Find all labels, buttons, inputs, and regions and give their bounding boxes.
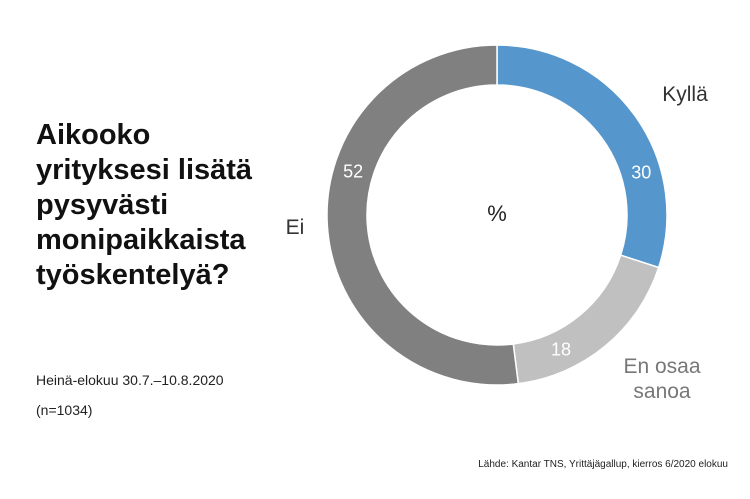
category-label: En osaa sanoa [623, 355, 701, 403]
value-label: 52 [343, 161, 363, 181]
value-label: 30 [631, 163, 651, 183]
note: (n=1034) [36, 402, 93, 418]
source: Lähde: Kantar TNS, Yrittäjägallup, kierr… [478, 459, 728, 470]
donut-slice [496, 44, 668, 269]
subtitle: Heinä-elokuu 30.7.–10.8.2020 [36, 372, 224, 388]
donut-slice [326, 44, 520, 386]
chart-title: Aikooko yrityksesi lisätä pysyvästi moni… [36, 119, 253, 291]
category-label: Ei [285, 216, 305, 239]
category-label: Kyllä [662, 83, 708, 106]
value-label: 18 [551, 339, 571, 359]
center-label: % [487, 201, 507, 226]
